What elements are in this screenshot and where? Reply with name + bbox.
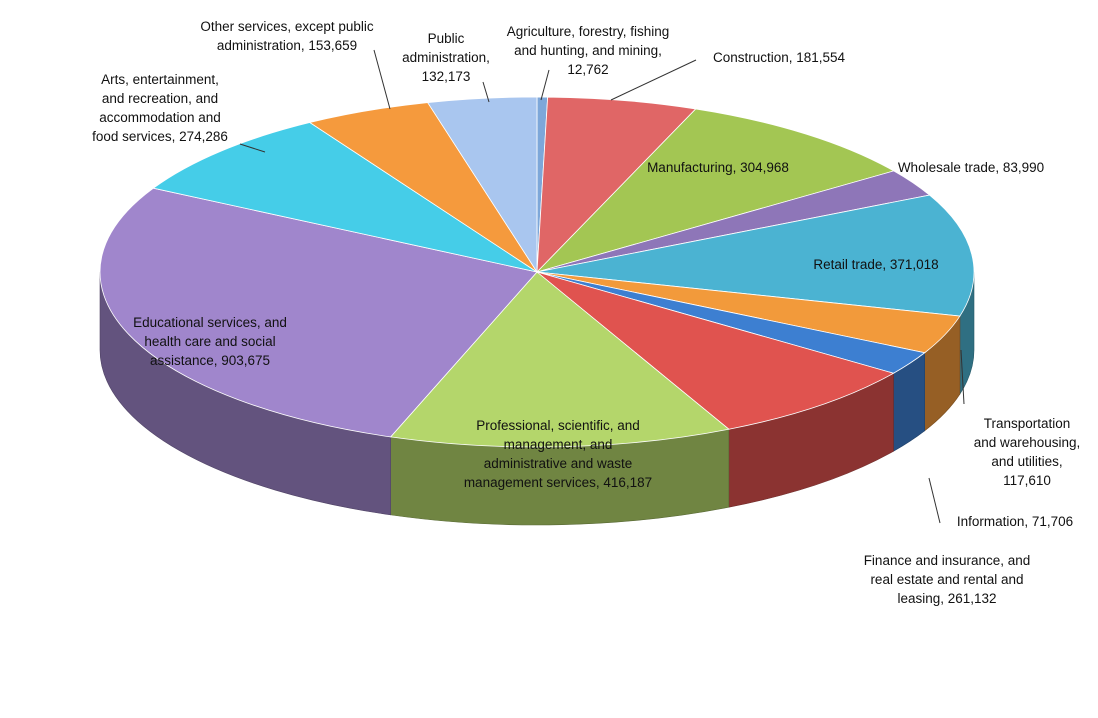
- data-label-transportation-and-warehousing: Transportation and warehousing, and util…: [973, 416, 1081, 488]
- pie-slice-manufacturing: [535, 108, 895, 273]
- data-label-retail-trade: Retail trade, 371,018: [813, 257, 939, 272]
- pie-slice-finance-and-insurance: [536, 271, 895, 430]
- data-label-construction: Construction, 181,554: [712, 50, 846, 65]
- data-label-professional: Professional, scientific, and management…: [463, 418, 653, 490]
- leader-lines: [239, 49, 965, 524]
- data-label-information: Information, 71,706: [956, 514, 1074, 529]
- pie-slices: [99, 96, 975, 448]
- pie-slice-educational-services: [99, 187, 538, 438]
- pie-slice-construction: [536, 96, 697, 274]
- leader-line-information: [928, 477, 941, 524]
- leader-line-agriculture: [540, 69, 550, 101]
- leader-line-public-administration: [482, 81, 490, 103]
- leader-line-construction: [610, 59, 697, 101]
- data-label-finance-and-insurance: Finance and insurance, and real estate a…: [863, 553, 1031, 606]
- data-label-public-administration: Public administration, 132,173: [402, 31, 490, 84]
- leader-line-other-services: [373, 49, 391, 110]
- data-label-manufacturing: Manufacturing, 304,968: [647, 160, 789, 175]
- data-label-arts: Arts, entertainment, and recreation, and…: [92, 72, 228, 144]
- data-label-wholesale-trade: Wholesale trade, 83,990: [897, 160, 1045, 175]
- pie-slice-professional: [389, 271, 730, 448]
- data-label-agriculture: Agriculture, forestry, fishing and hunti…: [506, 24, 670, 77]
- data-label-other-services: Other services, except public administra…: [200, 19, 374, 53]
- pie-slice-arts: [152, 122, 538, 273]
- pie-slice-retail-trade: [536, 194, 975, 317]
- leader-line-arts: [239, 143, 266, 153]
- pie-slice-public-administration: [426, 96, 538, 274]
- data-label-educational-services: Educational services, and health care an…: [133, 315, 287, 368]
- leader-line-transportation-and-warehousing: [960, 349, 965, 405]
